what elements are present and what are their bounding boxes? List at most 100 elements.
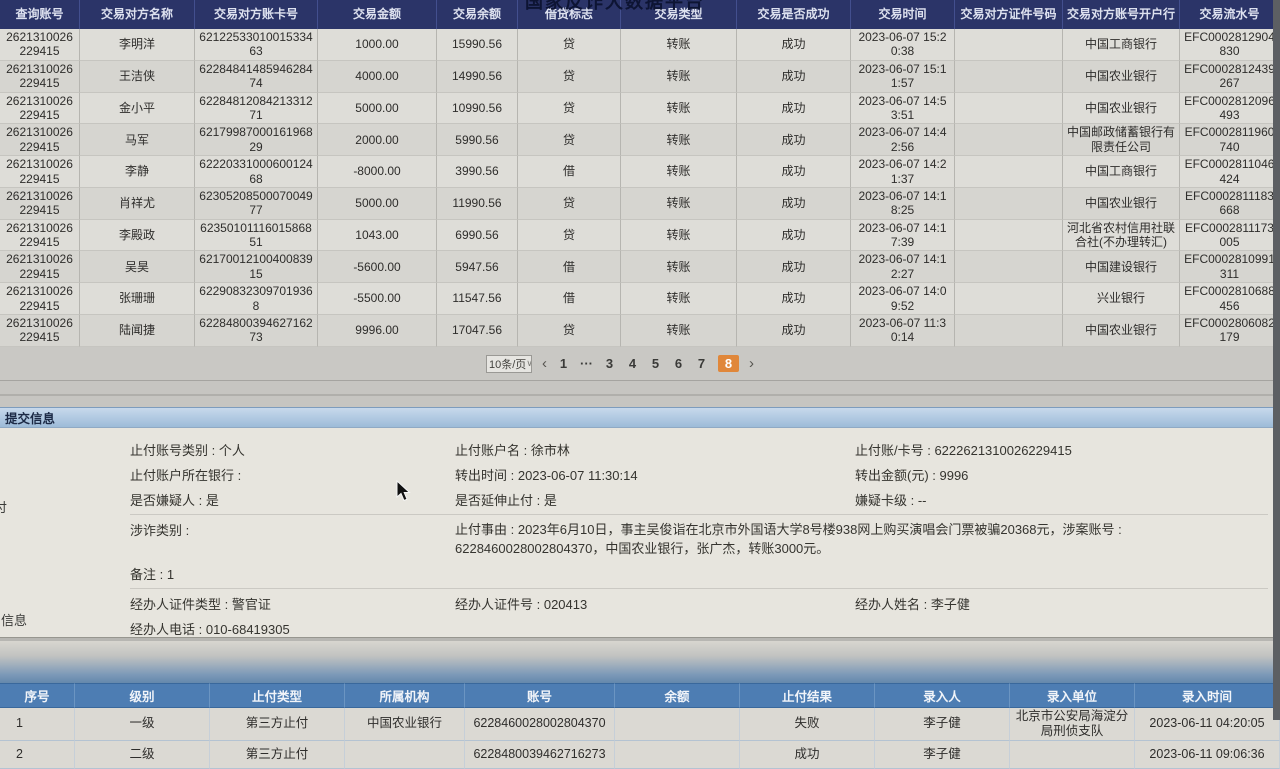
cell-balance: 11990.56 [437,187,518,220]
page-button[interactable]: 3 [605,356,614,372]
field-note: 备注 : 1 [130,566,175,582]
cell-transaction-type: 转账 [621,315,737,347]
cell-transaction-time: 2023-06-07 15:11:57 [851,60,955,93]
page-button[interactable]: 4 [628,356,637,372]
stop-table-column-header: 录入时间 [1135,682,1280,708]
cell-success-status: 成功 [737,29,851,61]
cell-transaction-type: 转账 [621,29,737,61]
stop-table-body: 1 一级 第三方止付 中国农业银行 6228460028002804370 失败… [0,707,1280,769]
transactions-body: 2621310026229415 李明洋 6212253301001533463… [0,29,1280,347]
cell-amount: 4000.00 [318,60,437,93]
cell-account-no: 6228480039462716273 [465,740,615,769]
submit-info-body: 止付账号类别 : 个人 止付账户名 : 徐市林 止付账/卡号 : 6222621… [0,428,1280,639]
cell-amount: 9996.00 [318,315,437,347]
transaction-row: 2621310026229415 李殿政 6235010111601586851… [0,219,1280,252]
transactions-column-header: 交易是否成功 [737,0,851,29]
transactions-column-header: 交易类型 [621,0,737,29]
cell-counterparty-name: 李明洋 [80,29,195,61]
cell-amount: -5600.00 [318,251,437,284]
field-transfer-time: 转出时间 : 2023-06-07 11:30:14 [455,467,638,483]
cell-transaction-time: 2023-06-07 14:17:39 [851,219,955,252]
cell-debit-credit-flag: 贷 [518,219,621,252]
cell-counterparty-cert [955,29,1063,61]
cell-transaction-type: 转账 [621,60,737,93]
cell-serial-number: EFC0002811960740 [1180,124,1280,157]
cell-counterparty-bank: 中国农业银行 [1063,187,1180,220]
submit-info-panel: 提交信息 付 信息 止付账号类别 : 个人 止付账户名 : 徐市林 止付账/卡号… [0,406,1280,639]
cell-debit-credit-flag: 贷 [518,124,621,157]
screen-bezel [1273,0,1280,720]
transaction-query-section: 国家反诈大数据平台 查询账号 交易对方名称 交易对方账卡号 交易金额 交易余额 … [0,0,1280,380]
cell-counterparty-bank: 中国农业银行 [1063,315,1180,347]
page-button[interactable]: 8 [718,355,739,373]
cell-counterparty-name: 李静 [80,156,195,188]
transaction-row: 2621310026229415 张珊珊 622908323097019368 … [0,283,1280,316]
cell-counterparty-bank: 中国建设银行 [1063,251,1180,284]
page-button[interactable]: 6 [674,356,683,372]
cell-balance: 5947.56 [437,251,518,284]
cell-counterparty-card: 6217998700016196829 [195,124,318,157]
cell-balance: 17047.56 [437,315,518,347]
cell-counterparty-name: 陆闻捷 [80,315,195,347]
cell-success-status: 成功 [737,315,851,347]
stop-table-column-header: 余额 [615,682,740,708]
cell-amount: 1043.00 [318,219,437,252]
page-button[interactable]: ··· [580,356,593,372]
cell-counterparty-card: 6228480039462716273 [195,315,318,347]
page-size-select[interactable]: 10条/页 ∨ [486,354,532,373]
page-button[interactable]: 1 [559,356,568,372]
cell-amount: 1000.00 [318,29,437,61]
cell-query-account: 2621310026229415 [0,92,80,125]
cell-debit-credit-flag: 借 [518,251,621,284]
cell-counterparty-name: 张珊珊 [80,283,195,316]
cell-query-account: 2621310026229415 [0,251,80,284]
cell-balance: 15990.56 [437,29,518,61]
cell-query-account: 2621310026229415 [0,124,80,157]
stop-table-column-header: 录入单位 [1010,682,1135,708]
field-operator-phone: 经办人电话 : 010-68419305 [130,621,290,637]
page-size-value: 10条/页 [489,358,527,371]
cell-transaction-time: 2023-06-07 14:18:25 [851,187,955,220]
cell-counterparty-card: 6212253301001533463 [195,29,318,61]
cell-counterparty-name: 马军 [80,124,195,157]
cell-serial-number: EFC0002812439267 [1180,60,1280,93]
stop-table-column-header: 账号 [465,682,615,708]
cell-transaction-type: 转账 [621,251,737,284]
cell-balance: 3990.56 [437,156,518,188]
field-is-suspect: 是否嫌疑人 : 是 [130,492,219,508]
cell-entry-time: 2023-06-11 09:06:36 [1135,740,1280,769]
cell-debit-credit-flag: 贷 [518,315,621,347]
page-button[interactable]: 5 [651,356,660,372]
cell-counterparty-cert [955,187,1063,220]
cell-transaction-time: 2023-06-07 15:20:38 [851,29,955,61]
cell-query-account: 2621310026229415 [0,219,80,252]
cell-query-account: 2621310026229415 [0,60,80,93]
gutter-partial-label-1: 付 [0,499,8,515]
cell-balance: 11547.56 [437,283,518,316]
field-transfer-amount: 转出金额(元) : 9996 [855,467,969,483]
transaction-row: 2621310026229415 金小平 6228481208421331271… [0,92,1280,125]
stop-table-column-header: 止付结果 [740,682,875,708]
stop-payment-section: 序号 级别 止付类型 所属机构 账号 余额 止付结果 录入人 录入单位 录入时间… [0,682,1280,769]
cell-entry-unit [1010,740,1135,769]
cell-transaction-time: 2023-06-07 14:09:52 [851,283,955,316]
prev-page-button[interactable]: ‹ [542,355,547,373]
transaction-row: 2621310026229415 陆闻捷 6228480039462716273… [0,315,1280,347]
field-stop-account-bank: 止付账户所在银行 : [130,467,242,483]
cell-counterparty-bank: 中国工商银行 [1063,156,1180,188]
cell-counterparty-name: 肖祥尤 [80,187,195,220]
next-page-button[interactable]: › [749,355,754,373]
transactions-column-header: 交易时间 [851,0,955,29]
cell-transaction-type: 转账 [621,219,737,252]
cell-level: 一级 [75,707,210,741]
cell-counterparty-name: 吴昊 [80,251,195,284]
cell-counterparty-card: 6222033100060012468 [195,156,318,188]
transactions-column-header: 交易金额 [318,0,437,29]
stop-table-column-header: 所属机构 [345,682,465,708]
cell-balance [615,740,740,769]
page-button[interactable]: 7 [697,356,706,372]
cell-success-status: 成功 [737,124,851,157]
field-suspect-card-level: 嫌疑卡级 : -- [855,492,927,508]
stop-table-column-header: 序号 [0,682,75,708]
cell-balance: 6990.56 [437,219,518,252]
